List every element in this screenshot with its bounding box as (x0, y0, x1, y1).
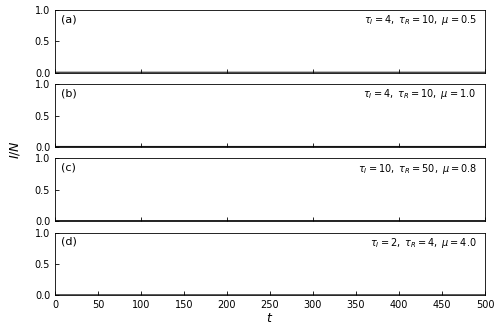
Text: $\tau_I = 10,\ \tau_R = 50,\ \mu = 0.8$: $\tau_I = 10,\ \tau_R = 50,\ \mu = 0.8$ (358, 162, 476, 176)
Text: (d): (d) (62, 237, 78, 247)
Text: (b): (b) (62, 89, 77, 99)
Text: (c): (c) (62, 163, 76, 173)
Text: $\tau_I = 4,\ \tau_R = 10,\ \mu = 0.5$: $\tau_I = 4,\ \tau_R = 10,\ \mu = 0.5$ (364, 13, 476, 27)
Text: (a): (a) (62, 14, 77, 24)
Text: $\tau_I = 2,\ \tau_R = 4,\ \mu = 4.0$: $\tau_I = 2,\ \tau_R = 4,\ \mu = 4.0$ (370, 236, 476, 250)
Text: $I/N$: $I/N$ (8, 140, 22, 159)
Text: $\tau_I = 4,\ \tau_R = 10,\ \mu = 1.0$: $\tau_I = 4,\ \tau_R = 10,\ \mu = 1.0$ (364, 87, 476, 101)
X-axis label: $t$: $t$ (266, 312, 274, 325)
